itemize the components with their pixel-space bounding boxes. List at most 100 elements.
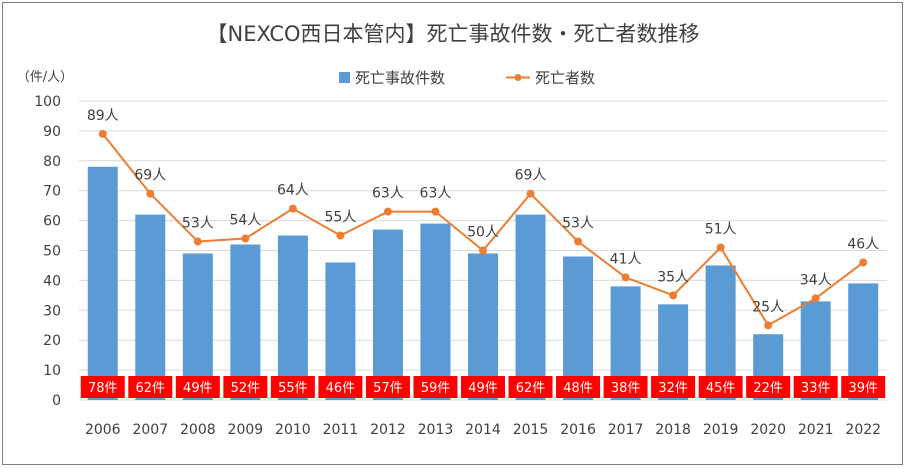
y-tick-label: 0 (52, 393, 61, 409)
accident-bars (87, 166, 879, 400)
deaths-marker-2011 (336, 231, 345, 240)
accident-label-box (413, 376, 458, 398)
deaths-data-label: 63人 (372, 186, 404, 202)
accident-data-label: 55件 (278, 381, 308, 396)
accident-data-label: 48件 (563, 381, 593, 396)
y-tick-label: 30 (43, 303, 61, 319)
deaths-data-label: 55人 (324, 210, 356, 226)
legend-accidents-label: 死亡事故件数 (355, 69, 445, 87)
deaths-data-labels: 89人 69人 53人 54人 64人 55人 63人 63人 50人 69人 53人 41人 35人 5… (87, 108, 879, 315)
x-tick-label: 2022 (845, 422, 881, 438)
x-tick-label: 2017 (608, 422, 644, 438)
accident-label-box (461, 376, 505, 398)
accident-data-label: 57件 (373, 381, 403, 396)
deaths-marker-2006 (98, 129, 107, 138)
deaths-marker-2021 (811, 294, 820, 303)
x-tick-label: 2021 (798, 422, 834, 438)
y-tick-label: 90 (43, 124, 61, 140)
accident-data-label: 45件 (706, 381, 736, 396)
deaths-data-label: 41人 (610, 251, 642, 267)
accident-label-box (365, 376, 410, 398)
legend-bar-swatch (339, 72, 350, 83)
legend-line-marker (514, 74, 522, 81)
accident-label-box (318, 376, 363, 398)
accident-data-label: 78件 (88, 381, 118, 396)
x-tick-label: 2009 (228, 422, 264, 438)
accident-data-label: 39件 (848, 381, 878, 396)
deaths-data-label: 54人 (229, 213, 261, 229)
x-tick-label: 2013 (418, 422, 454, 438)
deaths-marker-2010 (288, 204, 297, 213)
deaths-data-label: 50人 (467, 225, 499, 241)
deaths-data-label: 53人 (562, 216, 594, 232)
accident-data-label: 49件 (183, 381, 213, 396)
accident-bar-2009 (230, 244, 261, 400)
deaths-marker-2013 (431, 207, 440, 216)
legend: 死亡事故件数 死亡者数 (339, 69, 595, 87)
accident-label-box (603, 376, 648, 398)
y-tick-label: 80 (43, 154, 61, 170)
deaths-marker-2007 (146, 189, 155, 198)
accident-bar-2007 (135, 214, 166, 400)
y-tick-label: 50 (43, 244, 61, 260)
accident-data-label: 62件 (516, 381, 546, 396)
chart-canvas: 【NEXCO西日本管内】死亡事故件数・死亡者数推移 （件/人） 死亡事故件数 死… (17, 22, 887, 438)
deaths-marker-2015 (526, 189, 535, 198)
x-tick-label: 2016 (560, 422, 596, 438)
accident-label-box (270, 376, 315, 398)
deaths-marker-2019 (716, 243, 725, 252)
accident-data-label: 22件 (753, 381, 783, 396)
deaths-marker-2017 (621, 273, 630, 282)
accident-data-label: 46件 (326, 381, 356, 396)
x-tick-label: 2014 (465, 422, 501, 438)
accident-label-box (128, 376, 173, 398)
deaths-data-label: 53人 (182, 216, 214, 232)
y-tick-label: 40 (43, 273, 61, 289)
x-axis-ticks: 2006 2007 2008 2009 2010 2011 2012 2013 2014 2015… (85, 422, 881, 438)
x-tick-label: 2006 (85, 422, 121, 438)
x-tick-label: 2008 (180, 422, 216, 438)
x-tick-label: 2012 (370, 422, 406, 438)
x-tick-label: 2020 (750, 422, 786, 438)
accident-label-box (223, 376, 268, 398)
deaths-data-label: 69人 (134, 168, 166, 184)
accident-data-label: 33件 (801, 381, 831, 396)
deaths-data-label: 35人 (657, 269, 689, 285)
accident-data-labels: 78件 62件 49件 52件 55件 46件 57件 59件 49件 62件 48件 38件 32件 4… (80, 376, 886, 398)
deaths-marker-2012 (383, 207, 392, 216)
y-axis-ticks: 0 10 20 30 40 50 60 70 80 90 100 (34, 94, 61, 409)
accident-label-box (698, 376, 743, 398)
accident-bar-2014 (468, 253, 498, 400)
deaths-marker-2018 (669, 291, 678, 300)
accident-label-box (651, 376, 696, 398)
deaths-marker-2014 (479, 246, 487, 255)
y-tick-label: 100 (34, 94, 61, 110)
deaths-data-label: 69人 (515, 168, 547, 184)
deaths-data-label: 63人 (420, 186, 452, 202)
y-tick-label: 60 (43, 214, 61, 230)
deaths-line (98, 129, 868, 330)
deaths-data-label: 51人 (705, 222, 737, 238)
deaths-data-label: 46人 (847, 236, 879, 252)
deaths-data-label: 64人 (277, 183, 309, 199)
accident-label-box (175, 376, 220, 398)
accident-data-label: 32件 (658, 381, 688, 396)
accident-label-box (508, 376, 553, 398)
accident-bar-2010 (277, 235, 308, 400)
deaths-marker-2016 (574, 237, 583, 246)
accident-data-label: 52件 (231, 381, 261, 396)
accident-bar-2008 (182, 253, 213, 400)
accident-bar-2012 (372, 229, 403, 400)
legend-deaths-label: 死亡者数 (535, 69, 595, 87)
accident-bar-2015 (515, 214, 546, 400)
deaths-marker-2022 (859, 258, 868, 267)
x-tick-label: 2019 (703, 422, 739, 438)
y-axis-unit-label: （件/人） (17, 70, 73, 85)
y-tick-label: 70 (43, 184, 61, 200)
x-tick-label: 2007 (132, 422, 168, 438)
accident-label-box (841, 376, 886, 398)
y-tick-label: 20 (43, 333, 61, 349)
y-tick-label: 10 (43, 363, 61, 379)
deaths-data-label: 34人 (800, 272, 832, 288)
